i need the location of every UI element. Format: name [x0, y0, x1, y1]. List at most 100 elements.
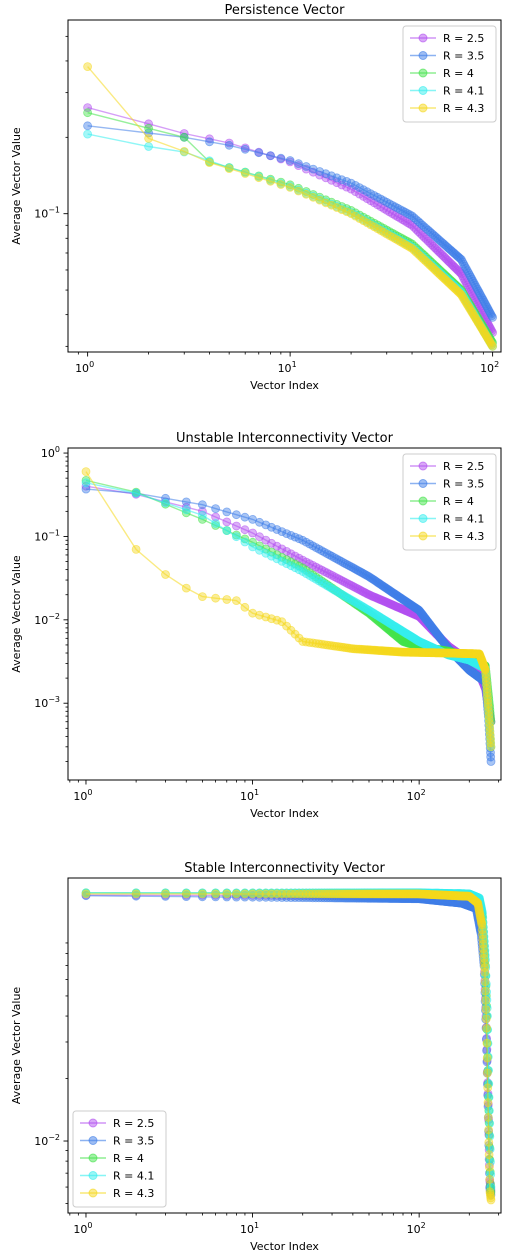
legend-label: R = 4.3	[113, 1187, 154, 1200]
legend-item: R = 3.5	[80, 1135, 154, 1148]
data-point	[181, 583, 191, 593]
data-point	[83, 103, 92, 112]
data-point	[337, 175, 347, 185]
legend-item: R = 4	[410, 495, 474, 508]
legend-swatch-marker	[418, 51, 428, 60]
legend-item: R = 4.3	[80, 1187, 154, 1200]
legend-swatch-marker	[418, 531, 428, 541]
data-point	[240, 512, 250, 522]
data-point	[484, 1137, 494, 1147]
data-point	[222, 595, 232, 604]
data-point	[327, 551, 337, 561]
data-point	[240, 144, 250, 154]
data-point	[224, 140, 234, 150]
data-point	[131, 545, 141, 554]
series-line	[87, 106, 494, 333]
data-point	[387, 232, 397, 242]
legend-item: R = 4	[80, 1152, 144, 1165]
data-point	[481, 1005, 491, 1014]
data-point	[267, 538, 276, 548]
data-point	[254, 173, 264, 183]
data-point	[81, 889, 91, 899]
legend-swatch-marker	[418, 86, 428, 95]
x-tick-label: 100	[73, 1221, 92, 1236]
data-point	[231, 532, 241, 542]
legend-item: R = 4.3	[410, 102, 484, 115]
data-point	[298, 889, 308, 899]
data-point	[346, 178, 356, 188]
data-point	[161, 570, 170, 579]
data-point	[231, 521, 241, 531]
data-point	[387, 200, 397, 210]
data-point	[482, 1038, 492, 1048]
data-point	[272, 615, 282, 625]
data-point	[325, 889, 335, 899]
data-point	[478, 930, 487, 939]
legend-item: R = 3.5	[410, 478, 484, 491]
data-point	[342, 207, 352, 217]
legend: R = 2.5 R = 3.5 R = 4 R = 4.1 R = 4.3	[402, 453, 497, 551]
data-point	[486, 752, 496, 762]
data-point	[294, 159, 303, 169]
legend-item: R = 4	[410, 67, 474, 80]
y-tick-label: 10−2	[34, 1133, 60, 1148]
legend-box	[402, 25, 497, 123]
data-point	[144, 123, 154, 133]
data-point	[488, 341, 498, 351]
data-point	[486, 757, 496, 766]
series-line	[87, 125, 494, 318]
data-point	[240, 537, 250, 547]
data-point	[266, 176, 275, 186]
data-point	[350, 180, 360, 190]
data-point	[327, 200, 336, 210]
data-point	[325, 550, 335, 560]
legend-label: R = 4	[443, 67, 474, 80]
data-point	[482, 1023, 492, 1033]
data-point	[197, 510, 207, 520]
data-point	[308, 192, 318, 202]
data-point	[329, 889, 339, 899]
data-point	[285, 156, 295, 165]
data-point	[308, 164, 318, 174]
x-axis-label: Vector Index	[250, 379, 319, 392]
data-point	[332, 173, 342, 183]
data-point	[337, 205, 347, 215]
data-point	[240, 525, 250, 535]
data-point	[477, 925, 487, 935]
legend-item: R = 2.5	[80, 1117, 154, 1130]
legend-swatch-marker	[418, 479, 428, 488]
y-axis-label: Average Vector Value	[10, 555, 23, 673]
data-point	[390, 234, 400, 244]
x-tick-label: 102	[407, 1221, 426, 1236]
data-point	[248, 889, 258, 899]
data-point	[197, 592, 207, 601]
legend-swatch-marker	[88, 1153, 98, 1163]
x-axis-label: Vector Index	[250, 1240, 319, 1253]
legend-label: R = 4.1	[443, 85, 484, 98]
data-point	[484, 1092, 494, 1102]
data-point	[483, 1098, 493, 1107]
data-point	[483, 1052, 493, 1062]
data-point	[479, 958, 489, 968]
legend-label: R = 4.3	[443, 530, 484, 543]
data-point	[481, 996, 491, 1005]
legend-swatch-marker	[88, 1136, 98, 1145]
data-point	[277, 556, 287, 566]
legend-item: R = 4.1	[410, 513, 484, 526]
series-R-4-3	[81, 889, 496, 1205]
data-point	[81, 478, 91, 488]
data-point	[179, 132, 189, 142]
legend-label: R = 4	[443, 495, 474, 508]
data-point	[395, 237, 405, 247]
y-tick-label: 10−3	[34, 695, 60, 710]
data-point	[482, 1068, 492, 1078]
data-point	[488, 312, 498, 322]
data-point	[83, 121, 92, 131]
data-point	[248, 608, 258, 618]
data-point	[322, 549, 332, 558]
data-point	[222, 526, 232, 535]
data-point	[286, 561, 296, 571]
data-point	[477, 920, 487, 930]
series-R-4-3	[83, 62, 498, 351]
